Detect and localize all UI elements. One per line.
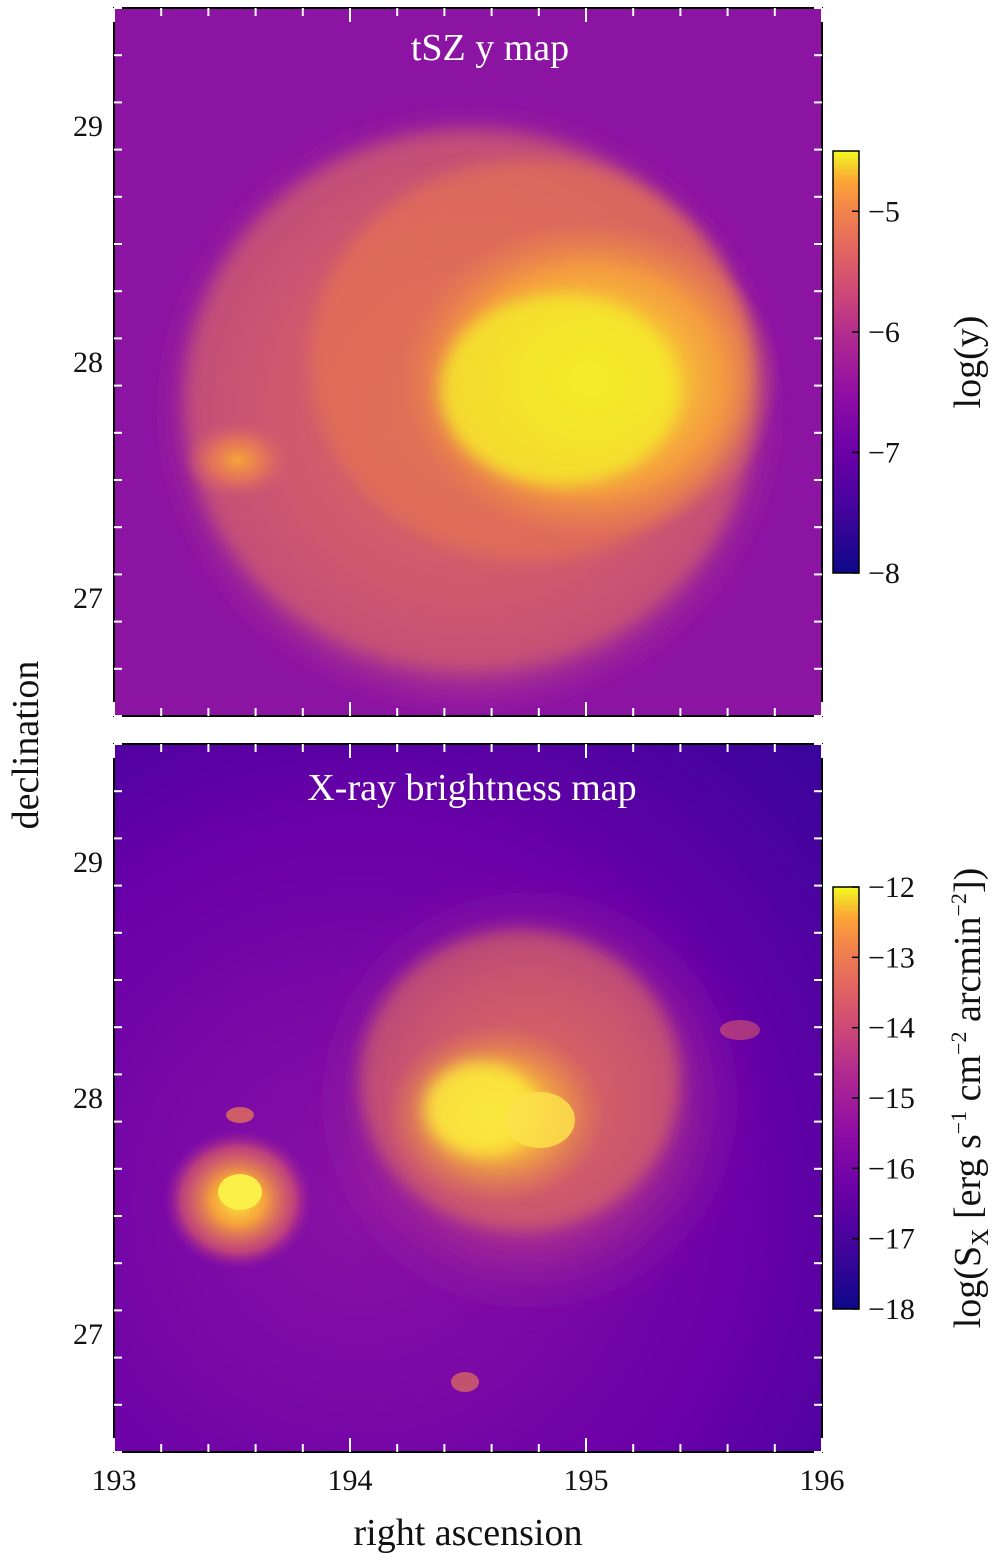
colorbar-tick-label: −7 <box>868 436 900 469</box>
y-tick-label: 29 <box>73 846 103 879</box>
tsz-heatmap-image <box>114 8 822 716</box>
xray-frame <box>113 743 823 1453</box>
tsz-panel: tSZ y map 27 28 29 −8 −7 −6 −5 log(y) <box>73 7 989 717</box>
y-tick-label: 27 <box>73 1318 103 1351</box>
colorbar-tick-label: −16 <box>868 1152 915 1185</box>
x-axis-title: right ascension <box>353 1512 582 1554</box>
x-tick-label: 195 <box>564 1464 609 1497</box>
y-tick-label: 28 <box>73 1082 103 1115</box>
xray-ytick-labels: 27 28 29 <box>73 846 103 1351</box>
colorbar-tick-label: −14 <box>868 1012 915 1045</box>
xray-xtick-labels: 193 194 195 196 <box>92 1464 845 1497</box>
x-tick-label: 194 <box>328 1464 373 1497</box>
tsz-colorbar-ticks: −8 −7 −6 −5 <box>852 195 900 590</box>
xray-colorbar-ticks: −18 −17 −16 −15 −14 −13 −12 <box>852 871 915 1326</box>
y-tick-label: 27 <box>73 582 103 615</box>
colorbar-tick-label: −15 <box>868 1082 915 1115</box>
colorbar-tick-label: −8 <box>868 557 900 590</box>
x-tick-label: 193 <box>92 1464 137 1497</box>
xray-title: X-ray brightness map <box>307 767 636 809</box>
colorbar-tick-label: −17 <box>868 1223 915 1256</box>
tsz-ticks <box>113 7 823 717</box>
xray-panel: X-ray brightness map 27 28 29 193 194 195 196… <box>73 743 994 1497</box>
tsz-colorbar-label: log(y) <box>947 316 989 409</box>
colorbar-tick-label: −13 <box>868 941 915 974</box>
colorbar-tick-label: −5 <box>868 195 900 228</box>
colorbar-tick-label: −12 <box>868 871 915 904</box>
colorbar-tick-label: −6 <box>868 316 900 349</box>
y-tick-label: 29 <box>73 110 103 143</box>
tsz-colorbar: −8 −7 −6 −5 log(y) <box>832 150 989 590</box>
xray-colorbar-label: log(SX [erg s−1 cm−2 arcmin−2]) <box>946 868 994 1329</box>
tsz-colorbar-gradient <box>832 150 860 574</box>
xray-colorbar: −18 −17 −16 −15 −14 −13 −12 log(SX [erg s−1 cm… <box>832 868 994 1329</box>
tsz-title: tSZ y map <box>411 27 569 69</box>
xray-heatmap-image <box>114 744 822 1452</box>
colorbar-tick-label: −18 <box>868 1293 915 1326</box>
tsz-frame <box>113 7 823 717</box>
xray-ticks <box>113 743 823 1453</box>
x-tick-label: 196 <box>800 1464 845 1497</box>
y-axis-title: declination <box>5 661 47 830</box>
y-tick-label: 28 <box>73 346 103 379</box>
tsz-ytick-labels: 27 28 29 <box>73 110 103 615</box>
